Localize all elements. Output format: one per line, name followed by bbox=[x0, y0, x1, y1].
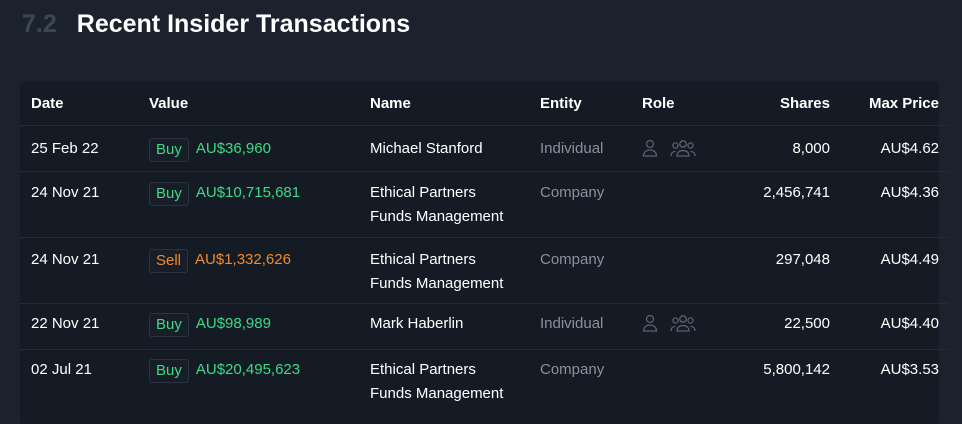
cell-value: Sell AU$1,332,626 bbox=[149, 237, 370, 304]
cell-value: Buy AU$98,989 bbox=[149, 303, 370, 350]
transaction-value: AU$98,989 bbox=[195, 315, 271, 332]
table-row[interactable]: 22 Nov 21 Buy AU$98,989 Mark Haberlin Ind… bbox=[20, 303, 948, 350]
cell-entity: Company bbox=[540, 350, 642, 416]
cell-shares: 22,500 bbox=[732, 303, 830, 350]
section-title: Recent Insider Transactions bbox=[76, 10, 411, 38]
insider-name-line[interactable]: Ethical Partners bbox=[370, 361, 476, 378]
transaction-value: AU$20,495,623 bbox=[195, 361, 301, 378]
insider-name-line[interactable]: Ethical Partners bbox=[370, 251, 476, 268]
table-row[interactable]: 24 Nov 21 Buy AU$10,715,681 Ethical Partn… bbox=[20, 171, 948, 238]
cell-shares: 2,456,741 bbox=[732, 171, 830, 238]
transaction-type-badge: Buy bbox=[149, 313, 189, 337]
group-icon bbox=[670, 314, 696, 332]
cell-role bbox=[642, 237, 732, 304]
entity-text: Company bbox=[540, 361, 605, 378]
entity-text: Company bbox=[540, 184, 605, 201]
table-header-row: Date Value Name Entity Role Shares Max P… bbox=[20, 81, 948, 126]
cell-name[interactable]: Ethical Partners Funds Management bbox=[370, 171, 540, 238]
cell-value: Buy AU$10,715,681 bbox=[149, 171, 370, 238]
cell-role bbox=[642, 171, 732, 238]
transaction-type-badge: Buy bbox=[149, 359, 189, 383]
entity-text: Company bbox=[540, 251, 605, 268]
cell-value: Buy AU$20,495,623 bbox=[149, 350, 370, 416]
cell-date: 24 Nov 21 bbox=[20, 171, 149, 238]
insider-name-line[interactable]: Ethical Partners bbox=[370, 184, 476, 201]
insider-name-line[interactable]: Funds Management bbox=[370, 385, 504, 402]
header-max-price[interactable]: Max Price bbox=[830, 81, 948, 126]
insider-name-line[interactable]: Michael Stanford bbox=[370, 140, 483, 157]
transaction-value: AU$10,715,681 bbox=[195, 184, 301, 201]
transaction-type-badge: Buy bbox=[149, 182, 189, 206]
section-number: 7.2 bbox=[22, 10, 57, 38]
insider-name-line[interactable]: Mark Haberlin bbox=[370, 315, 464, 332]
insider-name-line[interactable]: Funds Management bbox=[370, 208, 504, 225]
cell-role bbox=[642, 125, 732, 172]
transaction-type-badge: Buy bbox=[149, 138, 189, 162]
insider-transactions-table: Date Value Name Entity Role Shares Max P… bbox=[20, 81, 948, 416]
cell-entity: Company bbox=[540, 171, 642, 238]
cell-role bbox=[642, 303, 732, 350]
cell-role bbox=[642, 350, 732, 416]
insider-name-line[interactable]: Funds Management bbox=[370, 275, 504, 292]
role-icons bbox=[642, 314, 696, 332]
cell-shares: 5,800,142 bbox=[763, 361, 830, 378]
insider-transactions-panel: Date Value Name Entity Role Shares Max P… bbox=[20, 81, 948, 424]
table-row[interactable]: 24 Nov 21 Sell AU$1,332,626 Ethical Partn… bbox=[20, 237, 948, 304]
person-icon bbox=[642, 314, 658, 332]
role-icons bbox=[642, 139, 696, 157]
cell-name[interactable]: Ethical Partners Funds Management bbox=[370, 350, 540, 416]
cell-name[interactable]: Mark Haberlin bbox=[370, 303, 540, 350]
cell-shares: 297,048 bbox=[732, 237, 830, 304]
cell-date: 22 Nov 21 bbox=[20, 303, 149, 350]
person-icon bbox=[642, 139, 658, 157]
cell-value: Buy AU$36,960 bbox=[149, 125, 370, 172]
cell-name[interactable]: Michael Stanford bbox=[370, 125, 540, 172]
entity-text: Individual bbox=[540, 315, 604, 332]
table-row[interactable]: 25 Feb 22 Buy AU$36,960 Michael Stanford … bbox=[20, 125, 948, 172]
cell-date: 24 Nov 21 bbox=[20, 237, 149, 304]
cell-shares: 8,000 bbox=[732, 125, 830, 172]
section-heading: 7.2 Recent Insider Transactions bbox=[22, 10, 410, 39]
transaction-value: AU$1,332,626 bbox=[195, 251, 291, 268]
header-role[interactable]: Role bbox=[642, 81, 732, 126]
cell-max-price: AU$3.53 bbox=[880, 361, 939, 378]
cell-date: 25 Feb 22 bbox=[20, 125, 149, 172]
entity-text: Individual bbox=[540, 140, 604, 157]
cell-entity: Individual bbox=[540, 125, 642, 172]
cell-max-price: AU$4.40 bbox=[830, 303, 948, 350]
group-icon bbox=[670, 139, 696, 157]
cell-entity: Company bbox=[540, 237, 642, 304]
transaction-value: AU$36,960 bbox=[195, 140, 271, 157]
cell-date: 02 Jul 21 bbox=[31, 361, 92, 378]
table-row[interactable]: 02 Jul 21 Buy AU$20,495,623 Ethical Partn… bbox=[20, 350, 948, 416]
header-name[interactable]: Name bbox=[370, 81, 540, 126]
cell-name[interactable]: Ethical Partners Funds Management bbox=[370, 237, 540, 304]
header-shares[interactable]: Shares bbox=[732, 81, 830, 126]
cell-max-price: AU$4.49 bbox=[830, 237, 948, 304]
cell-max-price: AU$4.36 bbox=[830, 171, 948, 238]
header-entity[interactable]: Entity bbox=[540, 81, 642, 126]
header-value[interactable]: Value bbox=[149, 81, 370, 126]
header-date[interactable]: Date bbox=[20, 81, 149, 126]
cell-entity: Individual bbox=[540, 303, 642, 350]
cell-max-price: AU$4.62 bbox=[830, 125, 948, 172]
transaction-type-badge: Sell bbox=[149, 249, 189, 273]
